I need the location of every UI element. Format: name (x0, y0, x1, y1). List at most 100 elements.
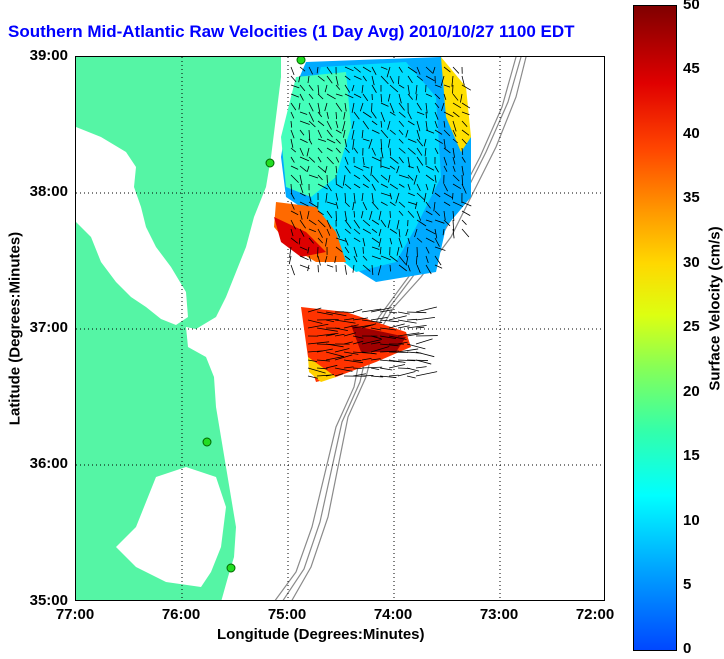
velocity-arrow (415, 306, 437, 313)
velocity-arrow (353, 75, 362, 80)
velocity-arrow (388, 174, 391, 183)
velocity-arrow (361, 375, 374, 377)
hf-radar-station (265, 158, 275, 168)
velocity-arrow (306, 147, 310, 157)
velocity-arrow (416, 210, 422, 221)
velocity-arrow (452, 84, 454, 94)
velocity-arrow (353, 228, 361, 235)
velocity-arrow (308, 255, 312, 262)
velocity-arrow (371, 147, 376, 156)
velocity-arrow (443, 219, 451, 227)
velocity-arrow (352, 138, 355, 150)
velocity-arrow (380, 183, 389, 188)
velocity-arrow (361, 358, 372, 361)
velocity-arrow (334, 319, 356, 324)
velocity-arrow (369, 210, 373, 220)
velocity-arrow (443, 156, 448, 166)
velocity-arrow (308, 129, 311, 141)
velocity-arrow (380, 255, 391, 261)
velocity-arrow (434, 93, 441, 100)
velocity-arrow (416, 129, 421, 140)
velocity-arrow (343, 311, 355, 313)
velocity-arrow (387, 93, 391, 102)
velocity-arrow (368, 138, 373, 149)
velocity-arrow (361, 308, 382, 313)
velocity-arrow (299, 138, 308, 144)
velocity-arrow (396, 246, 400, 256)
velocity-arrow (299, 201, 309, 207)
velocity-arrow (342, 174, 346, 186)
velocity-arrow (334, 327, 348, 331)
velocity-arrow (452, 111, 460, 118)
velocity-arrow (425, 183, 429, 191)
velocity-arrow (344, 192, 347, 202)
velocity-arrow (290, 66, 295, 76)
velocity-arrow (290, 156, 295, 163)
velocity-arrow (397, 359, 416, 362)
velocity-arrow (290, 237, 299, 244)
velocity-arrow (335, 102, 343, 112)
colorbar (633, 5, 677, 651)
colorbar-tick: 15 (683, 447, 700, 464)
velocity-arrow (325, 351, 344, 357)
velocity-arrow (290, 129, 295, 139)
velocity-arrow (361, 319, 383, 323)
velocity-arrow (405, 255, 409, 266)
velocity-arrow (371, 192, 374, 203)
velocity-arrow (362, 75, 367, 82)
velocity-arrow (407, 201, 417, 206)
velocity-arrow (387, 219, 391, 229)
velocity-arrow (290, 174, 299, 183)
velocity-arrow (326, 93, 336, 100)
velocity-arrow (371, 156, 382, 162)
velocity-arrow (398, 111, 406, 118)
velocity-arrow (398, 138, 404, 144)
velocity-arrow (398, 129, 404, 136)
velocity-arrow (452, 210, 455, 221)
velocity-arrow (344, 138, 347, 148)
velocity-arrow (370, 335, 382, 340)
velocity-arrow (452, 183, 462, 190)
velocity-arrow (326, 183, 332, 192)
velocity-arrow (290, 192, 295, 200)
velocity-arrow (388, 311, 398, 314)
velocity-arrow (335, 75, 339, 86)
velocity-arrow (407, 147, 416, 155)
velocity-arrow (334, 348, 350, 353)
velocity-arrow (379, 246, 382, 255)
velocity-arrow (299, 129, 305, 136)
velocity-arrow (443, 192, 453, 199)
velocity-arrow (299, 84, 306, 92)
velocity-arrow (326, 120, 332, 130)
velocity-arrow (361, 84, 364, 94)
velocity-arrow (362, 237, 366, 247)
velocity-arrow (415, 84, 418, 95)
velocity-arrow (443, 84, 451, 88)
velocity-arrow (335, 192, 339, 201)
velocity-arrow (317, 120, 325, 127)
velocity-field-north (274, 57, 471, 382)
velocity-arrow (343, 111, 346, 120)
velocity-arrow (396, 165, 400, 174)
velocity-arrow (443, 120, 446, 128)
velocity-arrow (434, 255, 442, 266)
velocity-arrow (425, 264, 432, 275)
velocity-arrow (317, 156, 322, 163)
velocity-arrow (389, 147, 392, 156)
velocity-arrow (362, 93, 369, 102)
velocity-arrow (380, 66, 388, 70)
velocity-arrow (299, 174, 303, 186)
velocity-arrow (362, 255, 368, 261)
velocity-arrow (335, 93, 343, 97)
hf-radar-station (296, 57, 306, 65)
velocity-arrow (299, 156, 310, 162)
velocity-arrow (362, 120, 370, 130)
velocity-arrow (308, 192, 312, 203)
velocity-arrow (415, 371, 438, 377)
velocity-arrow (308, 237, 314, 244)
velocity-arrow (416, 192, 425, 201)
colorbar-tick: 50 (683, 0, 700, 13)
velocity-arrow (317, 255, 321, 266)
velocity-arrow (299, 93, 304, 101)
velocity-arrow (452, 93, 459, 101)
